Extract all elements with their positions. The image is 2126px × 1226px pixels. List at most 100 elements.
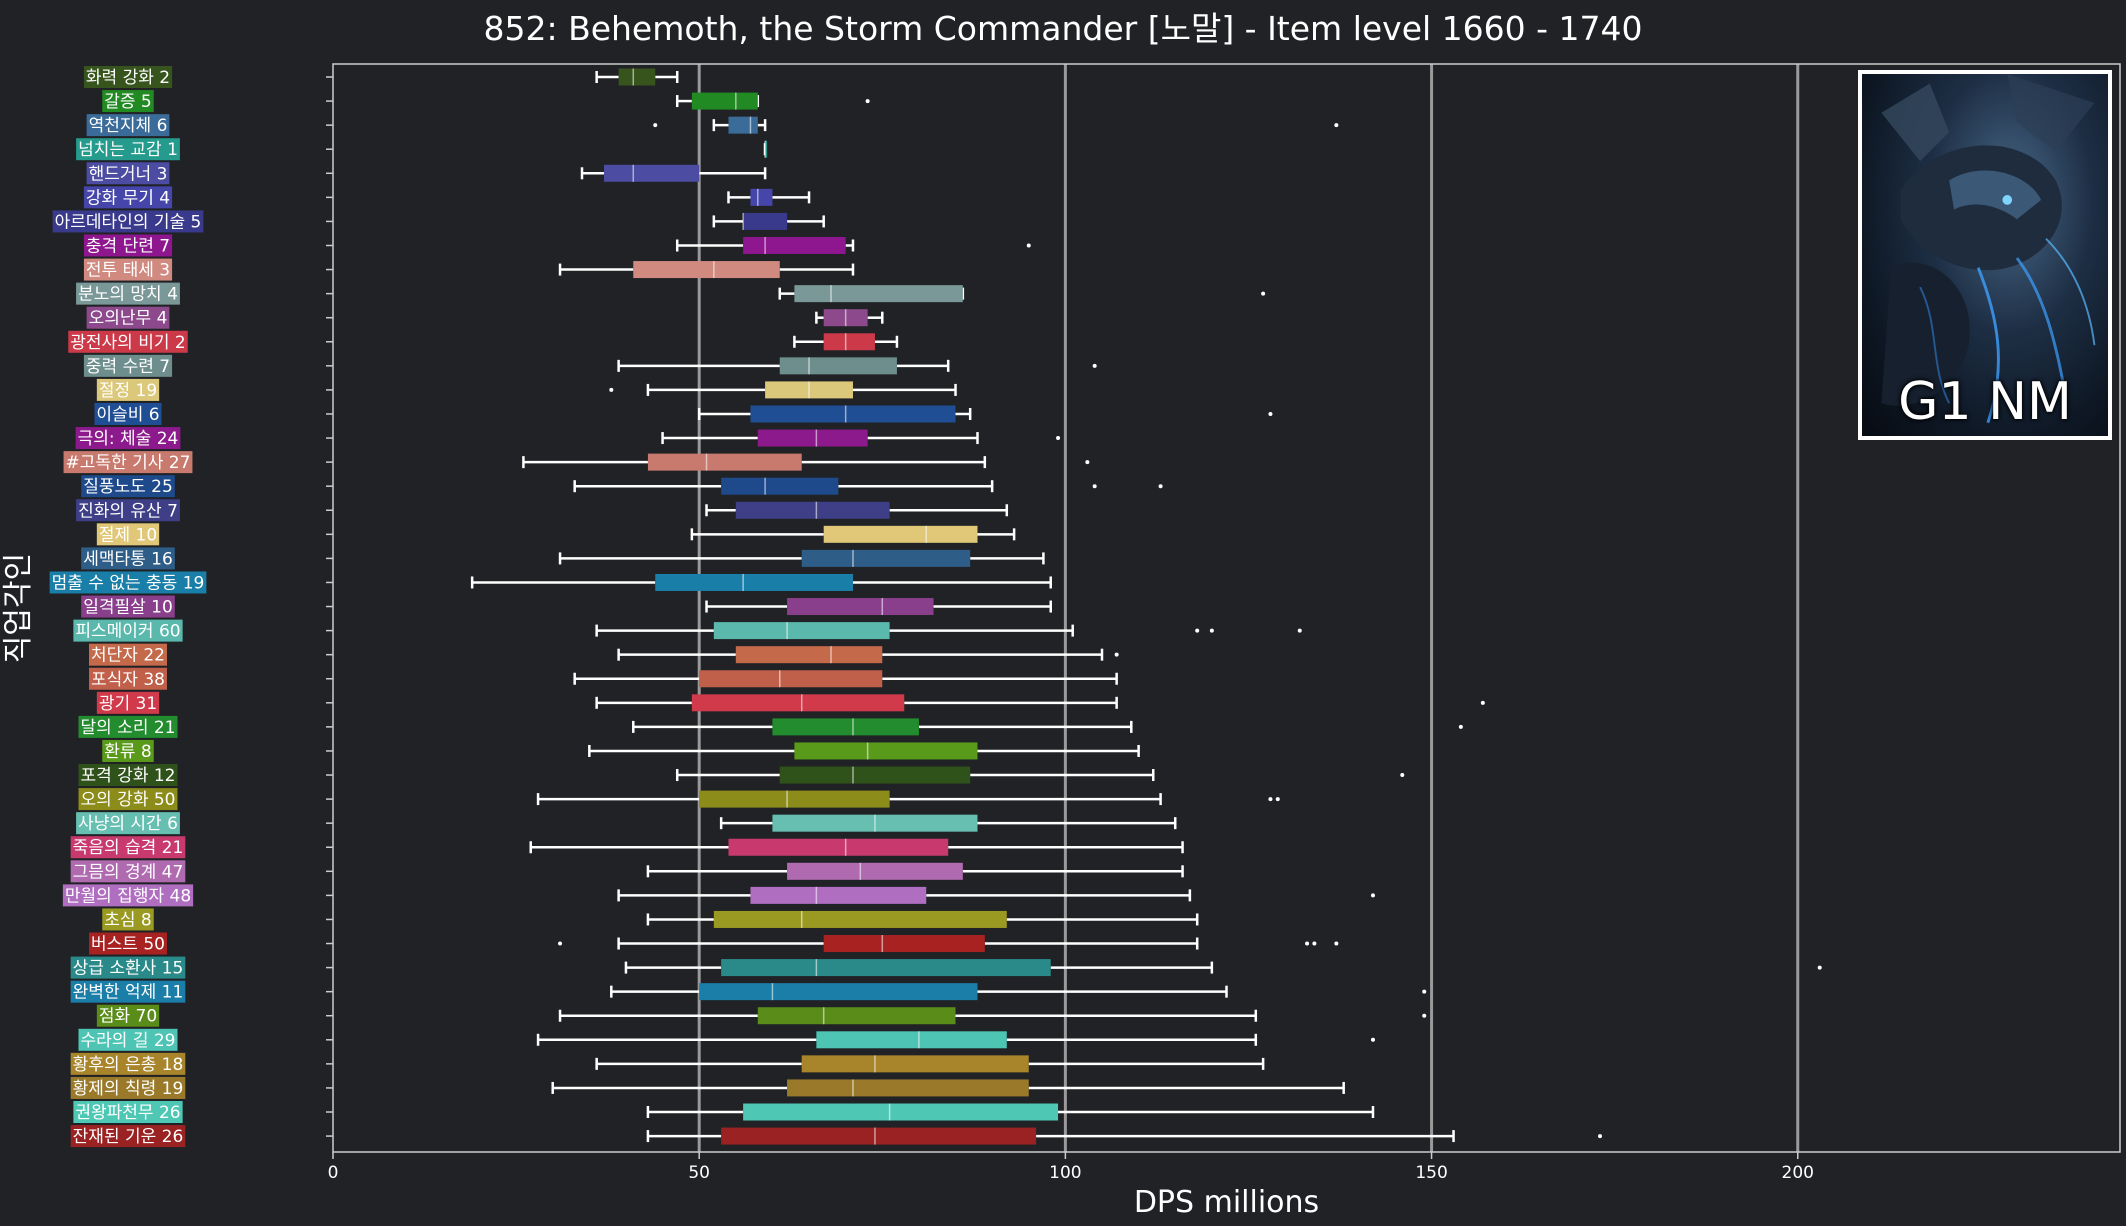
category-label-group: 잔재된 기운 26 (70, 1125, 186, 1148)
category-label-bg (102, 908, 154, 931)
outlier-point (1085, 460, 1090, 465)
category-label-bg (70, 956, 186, 979)
box-iqr (699, 670, 883, 688)
category-label-group: 환류 8 (102, 739, 154, 762)
category-label-group: 일격필살 10 (81, 595, 175, 618)
outlier-point (1422, 1013, 1427, 1018)
category-label-bg (81, 475, 175, 498)
box-iqr (647, 453, 802, 471)
boss-portrait: G1 NM (1858, 70, 2112, 440)
box-group (646, 862, 1184, 880)
category-label-group: 상급 소환사 15 (70, 956, 186, 979)
x-tick-label: 100 (1049, 1163, 1081, 1183)
category-label-group: 초심 8 (102, 908, 154, 931)
box-group (719, 814, 1177, 832)
category-label: 역천지체 6 (89, 116, 168, 136)
category-label-group: 중력 수련 7 (83, 354, 173, 377)
category-label-bg (63, 451, 193, 474)
outlier-point (1480, 700, 1485, 705)
dragon-image (1881, 74, 2096, 424)
x-axis-ticks: 0 50 100 150 200 (328, 1152, 1814, 1183)
box-group (595, 68, 679, 86)
box-group (632, 718, 1463, 736)
category-label: 완벽한 억제 11 (73, 983, 184, 1003)
category-label: 황후의 은총 18 (73, 1055, 184, 1075)
box-iqr (750, 188, 773, 206)
category-label-group: 광전사의 비기 2 (68, 330, 188, 353)
box-group (588, 742, 1140, 760)
box-iqr (801, 549, 971, 567)
category-label: 죽음의 습격 21 (73, 838, 184, 858)
x-tick-label: 0 (328, 1163, 339, 1183)
box-iqr (728, 838, 949, 856)
category-label: 사냥의 시간 6 (78, 814, 178, 834)
box-group (595, 622, 1302, 640)
category-label: 광기 31 (99, 694, 157, 714)
category-label-bg (96, 691, 160, 714)
box-group (624, 959, 1822, 977)
category-label: 일격필살 10 (83, 598, 173, 618)
box-group (815, 309, 884, 327)
box-group (763, 140, 768, 158)
box-iqr (779, 357, 897, 375)
box-group (573, 477, 1163, 495)
outlier-point (1370, 893, 1375, 898)
category-label-bg (86, 162, 170, 185)
outlier-point (1092, 363, 1097, 368)
box-group (609, 381, 957, 399)
outlier-point (1261, 291, 1266, 296)
category-label: 분노의 망치 4 (78, 285, 178, 305)
category-label-group: 핸드거너 3 (86, 162, 170, 185)
category-label-bg (78, 1028, 178, 1051)
category-label-bg (83, 354, 173, 377)
category-label: 절정 19 (99, 381, 157, 401)
box-group (617, 886, 1375, 904)
category-label: #고독한 기사 27 (66, 453, 191, 473)
box-group (536, 790, 1280, 808)
box-group (712, 212, 825, 230)
box-iqr (655, 573, 853, 591)
category-label-group: 질풍노도 25 (81, 475, 175, 498)
category-label-group: 권왕파천무 26 (73, 1101, 183, 1124)
outlier-point (1312, 941, 1317, 946)
outlier-point (1195, 628, 1200, 633)
box-group (675, 236, 1031, 254)
outlier-point (1268, 797, 1273, 802)
category-label-bg (81, 595, 175, 618)
box-iqr (772, 718, 919, 736)
box-group (610, 983, 1427, 1001)
box-group (793, 333, 899, 351)
outlier-point (1209, 628, 1214, 633)
category-label-group: 화력 강화 2 (83, 66, 173, 88)
box-iqr (699, 983, 978, 1001)
x-axis-label: DPS millions (1134, 1185, 1319, 1220)
category-label-bg (68, 330, 188, 353)
category-label-group: 진화의 유산 7 (76, 499, 180, 522)
box-group (595, 694, 1485, 712)
x-tick-label: 50 (688, 1163, 710, 1183)
box-group (573, 670, 1118, 688)
outlier-point (865, 99, 870, 104)
category-label: 절제 10 (99, 525, 157, 545)
category-label: 갈증 5 (104, 92, 152, 112)
outlier-point (1297, 628, 1302, 633)
box-iqr (728, 116, 758, 134)
category-label-group: 넘치는 교감 1 (76, 138, 180, 161)
outlier-point (1400, 773, 1405, 778)
category-label-group: 오의 강화 50 (78, 788, 178, 811)
box-iqr (823, 525, 978, 543)
category-label-group: 황후의 은총 18 (70, 1052, 186, 1075)
category-label-bg (70, 836, 186, 859)
x-tick-label: 150 (1415, 1163, 1447, 1183)
category-label-bg (70, 1125, 186, 1148)
category-label: 질풍노도 25 (83, 477, 173, 497)
category-label: 핸드거너 3 (89, 164, 168, 184)
category-label: 처단자 22 (91, 646, 165, 666)
category-label-group: 죽음의 습격 21 (70, 836, 186, 859)
category-label-group: 절정 19 (96, 378, 160, 401)
outlier-point (558, 941, 563, 946)
category-label-bg (76, 138, 180, 161)
box-iqr (743, 1103, 1059, 1121)
category-label-group: 오의난무 4 (86, 306, 170, 329)
category-label: 달의 소리 21 (81, 718, 176, 738)
